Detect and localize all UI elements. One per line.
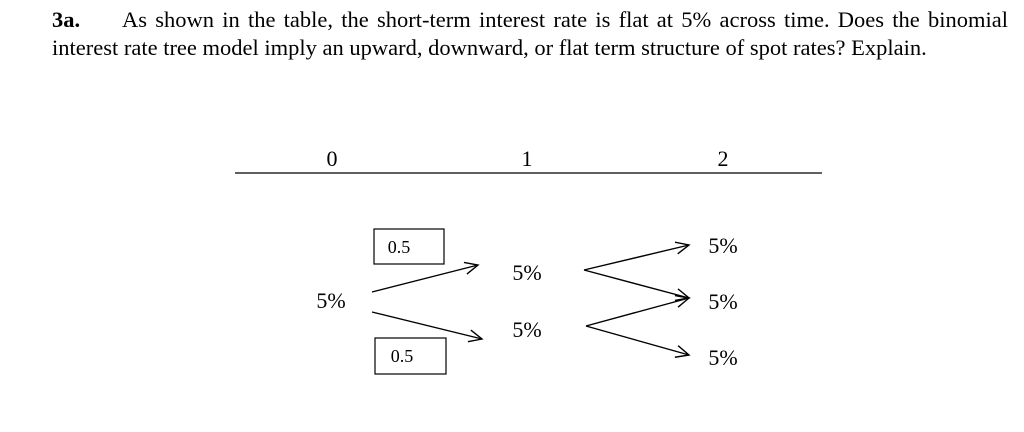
question-body: As shown in the table, the short-term in…	[52, 7, 1008, 60]
prob-down-label: 0.5	[391, 346, 414, 366]
prob-box-down	[374, 337, 447, 375]
question-text: 3a. As shown in the table, the short-term…	[52, 6, 1008, 62]
node-t1-down: 5%	[512, 317, 541, 342]
question-number: 3a.	[52, 7, 81, 32]
node-t0: 5%	[316, 288, 345, 313]
node-t2-uu: 5%	[708, 233, 737, 258]
node-t2-dd: 5%	[708, 345, 737, 370]
period-label-0: 0	[327, 146, 338, 171]
prob-box-up	[373, 228, 445, 265]
period-label-1: 1	[522, 146, 533, 171]
branch-t1u-to-t2-uu	[583, 241, 691, 271]
branch-t1d-to-t2-ud	[585, 294, 691, 327]
node-t2-ud: 5%	[708, 289, 737, 314]
branch-t0-to-t1-down	[371, 311, 484, 343]
branch-t1d-to-t2-dd	[585, 325, 691, 358]
branch-t1u-to-t2-ud	[583, 269, 691, 302]
period-label-2: 2	[718, 146, 729, 171]
node-t1-up: 5%	[512, 260, 541, 285]
prob-up-label: 0.5	[388, 237, 411, 257]
branch-t0-to-t1-up	[371, 261, 480, 293]
